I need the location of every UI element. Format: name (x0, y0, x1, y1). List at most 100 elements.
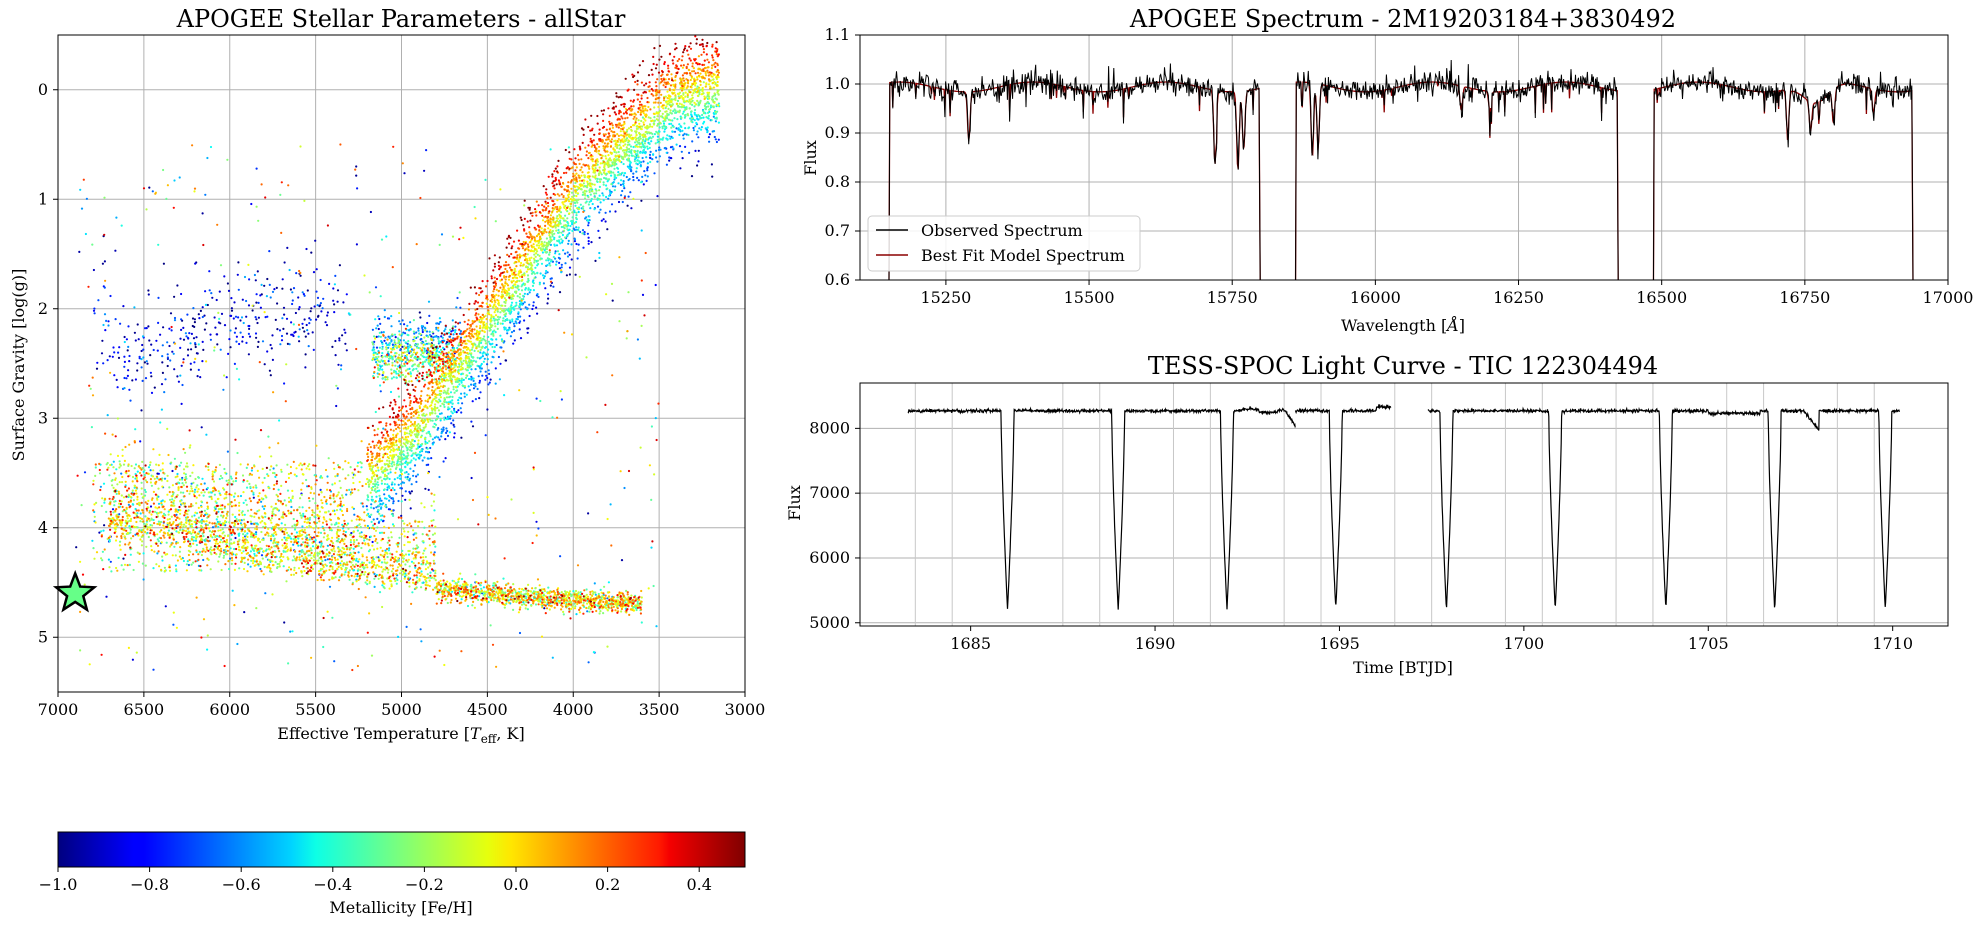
hr-scatter-point (492, 334, 495, 337)
hr-scatter-point (333, 311, 336, 314)
hr-scatter-point (598, 189, 601, 192)
hr-scatter-point (396, 476, 399, 479)
hr-scatter-point (400, 514, 403, 518)
hr-scatter-point (652, 153, 655, 156)
hr-scatter-point (519, 315, 522, 318)
hr-scatter-point (334, 354, 337, 357)
hr-scatter-point (449, 395, 452, 398)
hr-scatter-point (463, 395, 466, 398)
hr-scatter-point (545, 269, 548, 273)
hr-scatter-point (380, 518, 383, 522)
hr-scatter-point (389, 390, 393, 394)
hr-scatter-point (522, 601, 525, 604)
hr-scatter-point (339, 486, 342, 489)
hr-scatter-point (114, 249, 117, 252)
hr-scatter-point (636, 600, 639, 603)
hr-scatter-point (315, 544, 318, 547)
hr-scatter-point (427, 342, 430, 345)
hr-scatter-point (465, 374, 468, 377)
hr-scatter-point (360, 466, 363, 469)
hr-scatter-point (582, 207, 585, 210)
hr-scatter-point (290, 321, 293, 324)
hr-scatter-point (147, 325, 150, 328)
hr-scatter-point (95, 501, 98, 504)
hr-scatter-point (122, 305, 125, 308)
hr-scatter-point (559, 555, 562, 558)
hr-scatter-point (320, 542, 323, 545)
hr-scatter-point (420, 640, 423, 643)
hr-scatter-point (622, 162, 625, 166)
hr-scatter-point (569, 205, 572, 208)
hr-scatter-point (706, 95, 709, 98)
hr-scatter-point (102, 323, 105, 327)
hr-scatter-point (349, 533, 352, 536)
hr-scatter-point (400, 451, 403, 454)
hr-scatter-point (636, 153, 639, 156)
hr-scatter-point (211, 296, 214, 299)
hr-scatter-point (336, 387, 339, 390)
hr-scatter-point (706, 131, 709, 134)
hr-scatter-point (131, 503, 134, 506)
hr-scatter-point (609, 192, 613, 195)
hr-scatter-point (404, 361, 407, 364)
hr-scatter-point (118, 346, 121, 349)
hr-scatter-point (390, 340, 393, 343)
hr-scatter-point (261, 557, 264, 560)
hr-scatter-point (509, 309, 512, 312)
hr-scatter-point (220, 514, 223, 517)
hr-scatter-point (690, 120, 693, 123)
hr-scatter-point (705, 116, 708, 119)
hr-scatter-point (678, 111, 681, 114)
hr-scatter-point (277, 488, 280, 491)
hr-scatter-point (406, 457, 409, 460)
hr-scatter-point (511, 318, 514, 321)
hr-scatter-point (210, 553, 213, 556)
hr-scatter-point (553, 238, 556, 241)
hr-scatter-point (393, 478, 396, 481)
hr-scatter-point (551, 235, 554, 238)
hr-scatter-point (116, 483, 119, 486)
hr-scatter-point (148, 339, 151, 342)
hr-scatter-point (478, 379, 481, 382)
hr-scatter-point (241, 298, 244, 301)
hr-scatter-point (84, 232, 87, 236)
hr-scatter-point (402, 450, 405, 453)
hr-scatter-point (163, 477, 167, 480)
hr-scatter-point (310, 307, 313, 310)
hr-scatter-point (658, 146, 661, 149)
hr-scatter-point (306, 485, 309, 488)
hr-scatter-point (261, 505, 264, 508)
hr-scatter-point (308, 463, 311, 466)
hr-scatter-point (345, 561, 349, 564)
hr-scatter-point (161, 361, 164, 364)
hr-scatter-point (150, 391, 154, 394)
hr-scatter-point (477, 350, 480, 353)
hr-scatter-point (161, 555, 164, 558)
hr-scatter-point (417, 329, 420, 332)
hr-scatter-point (357, 568, 360, 571)
hr-scatter-point (206, 523, 209, 527)
hr-scatter-point (546, 293, 550, 296)
hr-scatter-point (629, 191, 632, 194)
hr-scatter-point (413, 464, 417, 467)
hr-scatter-point (381, 605, 384, 609)
hr-scatter-point (167, 513, 170, 516)
hr-scatter-point (326, 558, 329, 561)
hr-scatter-point (584, 201, 587, 204)
hr-scatter-point (612, 181, 615, 184)
hr-scatter-point (403, 471, 407, 474)
hr-scatter-point (635, 162, 638, 165)
hr-scatter-point (593, 192, 596, 195)
hr-scatter-point (282, 549, 285, 553)
hr-scatter-point (214, 326, 217, 329)
hr-scatter-point (405, 358, 408, 362)
hr-scatter-point (646, 147, 649, 150)
hr-scatter-point (471, 400, 474, 403)
hr-scatter-point (163, 566, 166, 569)
hr-scatter-point (699, 99, 702, 102)
hr-scatter-point (616, 174, 619, 177)
hr-scatter-point (646, 162, 650, 165)
hr-scatter-point (349, 466, 352, 469)
hr-scatter-point (479, 348, 482, 351)
hr-scatter-point (285, 504, 288, 507)
